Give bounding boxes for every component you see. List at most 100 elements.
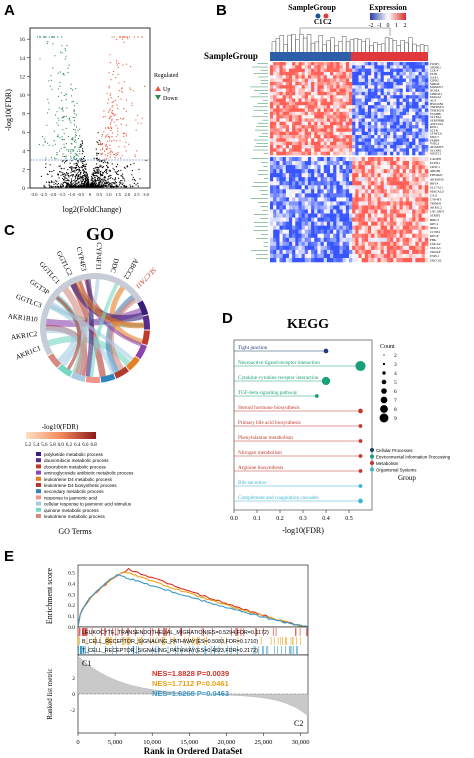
heatmap-cell	[386, 201, 391, 206]
heatmap-cell	[314, 68, 318, 73]
kegg-pathway-label: Tight junction	[238, 345, 268, 351]
volcano-point	[69, 162, 71, 164]
volcano-point	[50, 180, 52, 182]
heatmap-cell	[418, 225, 422, 230]
volcano-point	[64, 173, 66, 175]
heatmap-cell	[349, 115, 353, 119]
heatmap-cell	[317, 151, 321, 156]
heatmap-cell	[377, 75, 381, 79]
heatmap-cell	[352, 98, 356, 103]
heatmap-cell	[298, 157, 302, 162]
heatmap-cell	[405, 65, 410, 69]
gsea-xtick: 0	[76, 739, 79, 746]
dendrogram-branch	[380, 43, 386, 52]
heatmap-cell	[399, 237, 404, 243]
heatmap-cell	[415, 85, 419, 89]
heatmap-cell	[358, 131, 362, 136]
volcano-point	[106, 166, 108, 168]
volcano-point	[116, 173, 118, 175]
heatmap-cell	[301, 253, 306, 259]
dendrogram-branch	[416, 45, 421, 52]
heatmap-cell	[380, 95, 385, 99]
heatmap-cell	[279, 101, 283, 106]
volcano-point	[88, 183, 90, 186]
heatmap-cell	[285, 88, 290, 93]
volcano-point	[74, 186, 76, 188]
heatmap-cell	[386, 225, 391, 230]
heatmap-cell	[333, 165, 337, 170]
heatmap-cell	[273, 221, 277, 226]
heatmap-cell	[301, 217, 306, 222]
heatmap-cell	[405, 201, 410, 206]
volcano-point	[107, 134, 109, 136]
volcano-point	[121, 38, 123, 40]
volcano-point	[75, 141, 77, 143]
heatmap-cell	[323, 85, 328, 89]
heatmap-cell	[402, 241, 407, 247]
heatmap-cell	[326, 111, 331, 116]
heatmap-cell	[383, 165, 388, 170]
heatmap-cell	[380, 98, 385, 103]
heatmap-cell	[405, 181, 410, 186]
heatmap-cell	[339, 197, 343, 202]
heatmap-cell	[320, 185, 325, 190]
heatmap-cell	[317, 95, 321, 99]
heatmap-cell	[380, 88, 385, 93]
heatmap-cell	[333, 111, 337, 116]
a-xtick-label: 0.5	[97, 192, 103, 197]
expr-tick-label: 2	[404, 23, 407, 29]
volcano-point	[125, 133, 127, 135]
heatmap-cell	[342, 185, 347, 190]
heatmap-cell	[342, 177, 347, 182]
heatmap-cell	[399, 111, 404, 116]
kegg-count-dot	[380, 405, 388, 413]
heatmap-cell	[273, 62, 277, 66]
heatmap-cell	[273, 241, 277, 247]
go-term-arc	[47, 353, 62, 368]
heatmap-cell	[358, 135, 362, 139]
heatmap-cell	[285, 71, 290, 76]
volcano-point	[96, 172, 98, 174]
heatmap-cell	[409, 169, 413, 174]
heatmap-cell	[361, 233, 366, 239]
heatmap-cell	[371, 157, 375, 162]
heatmap-cell	[342, 81, 347, 86]
heatmap-cell	[330, 62, 334, 66]
heatmap-cell	[371, 253, 375, 259]
heatmap-cell	[409, 81, 413, 86]
volcano-point	[94, 172, 96, 174]
kegg-xtick: 0.5	[345, 516, 353, 522]
heatmap-cell	[352, 245, 356, 251]
heatmap-cell	[399, 213, 404, 218]
heatmap-cell	[326, 173, 331, 178]
heatmap-cell	[349, 233, 353, 239]
heatmap-cell	[367, 71, 372, 76]
heatmap-cell	[304, 111, 309, 116]
gene-label: SERPINB8	[430, 118, 444, 122]
volcano-point	[111, 101, 113, 104]
heatmap-cell	[418, 65, 422, 69]
heatmap-cell	[320, 85, 325, 89]
heatmap-cell	[393, 257, 397, 263]
volcano-point	[59, 85, 61, 87]
volcano-point	[75, 162, 77, 164]
heatmap-cell	[377, 131, 381, 136]
kegg-dot	[358, 424, 363, 428]
heatmap-cell	[374, 115, 378, 119]
heatmap-cell	[412, 241, 416, 247]
volcano-point	[96, 152, 98, 154]
volcano-point	[62, 156, 64, 158]
heatmap-cell	[371, 185, 375, 190]
heatmap-cell	[295, 241, 299, 247]
kegg-group-label: Organismal Systems	[376, 468, 417, 473]
heatmap-cell	[402, 141, 407, 146]
heatmap-cell	[418, 88, 422, 93]
volcano-point	[104, 158, 106, 160]
heatmap-cell	[317, 78, 321, 83]
heatmap-cell	[345, 141, 350, 146]
heatmap-cell	[405, 75, 410, 79]
volcano-point	[80, 180, 82, 182]
heatmap-cell	[367, 241, 372, 247]
heatmap-cell	[402, 225, 407, 230]
heatmap-cell	[396, 201, 400, 206]
